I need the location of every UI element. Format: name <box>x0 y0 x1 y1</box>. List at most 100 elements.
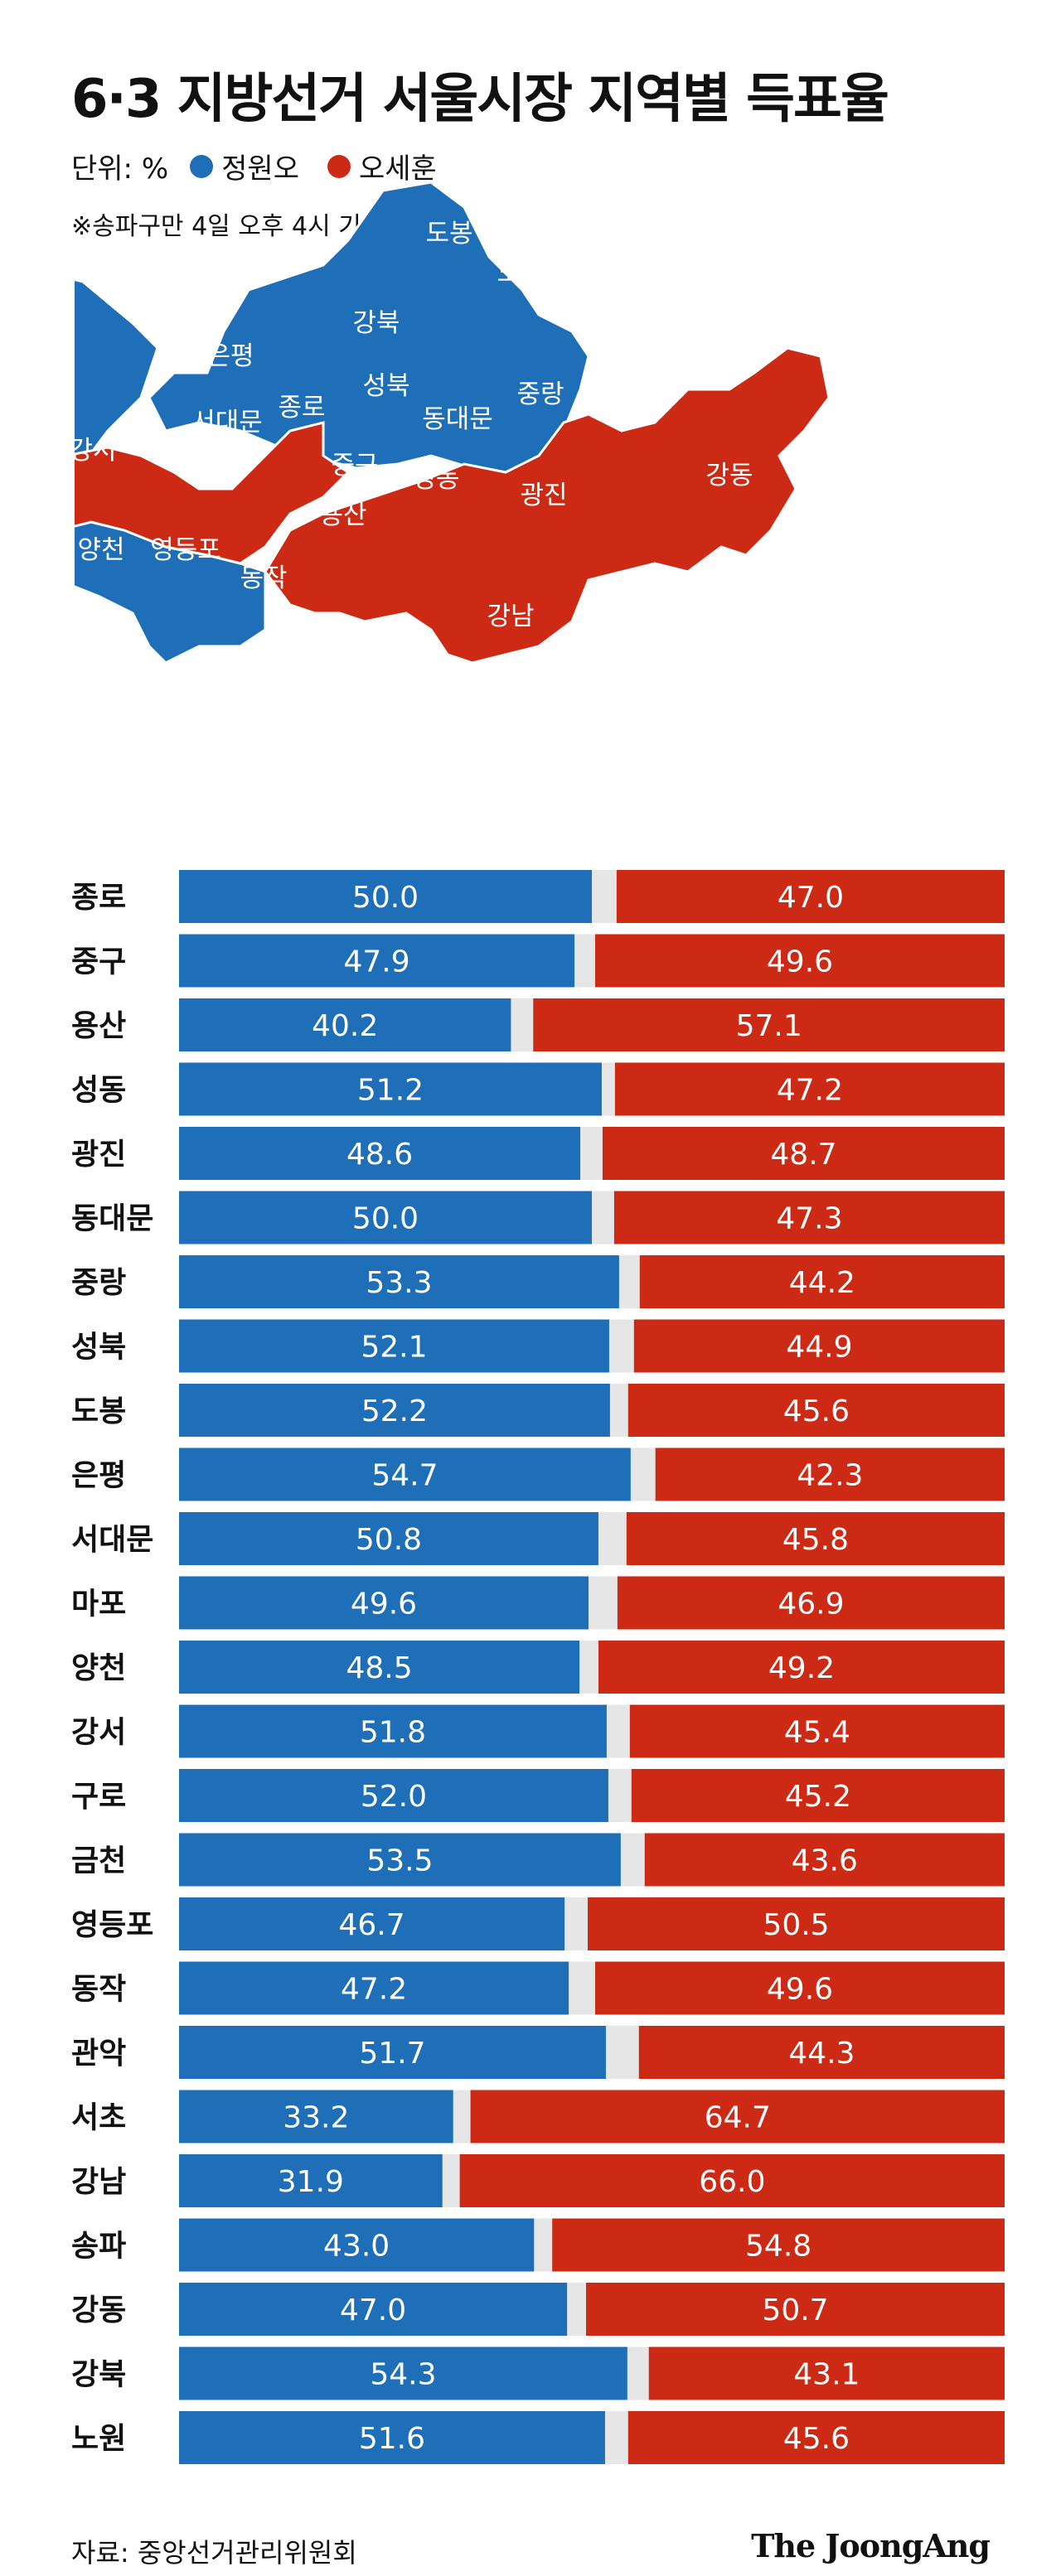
data-label-jung: 46.7 <box>338 1908 405 1942</box>
bar-oh <box>588 1897 1005 1950</box>
bar-oh <box>648 2346 1005 2400</box>
data-label-jung: 54.3 <box>370 2358 436 2392</box>
bar-jung <box>179 1769 608 1822</box>
map-label: 강서 <box>75 436 117 466</box>
map-region-southeast <box>264 346 831 665</box>
map-label: 서초 <box>361 628 408 658</box>
bar-oh <box>614 1062 1005 1116</box>
data-label-oh: 48.7 <box>770 1138 836 1172</box>
bar-oh <box>602 1127 1005 1180</box>
data-label-oh: 66.0 <box>699 2165 765 2199</box>
data-label-jung: 49.6 <box>351 1588 417 1621</box>
bar-jung <box>179 2026 606 2079</box>
category-label: 강남 <box>71 2165 126 2199</box>
bar-oh <box>586 2283 1005 2336</box>
map-label: 종로 <box>278 393 325 423</box>
bar-jung <box>179 2411 605 2464</box>
data-label-jung: 47.9 <box>343 945 409 979</box>
category-label: 도봉 <box>71 1394 126 1428</box>
category-label: 서대문 <box>71 1523 153 1557</box>
data-label-jung: 43.0 <box>323 2230 390 2264</box>
data-label-oh: 47.3 <box>776 1202 842 1236</box>
district-bar-chart: 종로 50.0 47.0 중구 47.9 49.6 용산 40.2 57.1 성동 51.2 47.2… <box>0 853 1061 2484</box>
data-label-jung: 52.1 <box>361 1331 427 1365</box>
data-label-jung: 52.2 <box>361 1394 428 1428</box>
data-label-oh: 45.2 <box>785 1780 851 1814</box>
unit-label: 단위: % <box>71 152 169 186</box>
map-label: 금천 <box>132 666 179 696</box>
map-label: 광진 <box>520 481 567 510</box>
bar-jung <box>179 1255 619 1308</box>
bar-jung <box>179 1833 621 1887</box>
bar-oh <box>655 1447 1005 1501</box>
data-label-jung: 51.2 <box>357 1074 424 1108</box>
data-label-jung: 53.3 <box>366 1266 432 1300</box>
data-label-oh: 50.5 <box>763 1908 829 1942</box>
data-label-oh: 45.8 <box>782 1523 849 1557</box>
bar-oh <box>594 1961 1005 2015</box>
category-label: 동대문 <box>71 1202 153 1236</box>
data-label-jung: 50.8 <box>356 1523 422 1557</box>
map-label: 은평 <box>206 341 254 371</box>
bar-oh <box>594 934 1005 988</box>
category-label: 양천 <box>71 1651 126 1685</box>
bar-jung <box>179 1704 607 1758</box>
map-label: 송파 <box>601 577 648 607</box>
category-label: 성북 <box>71 1331 126 1365</box>
map-region-gangseo <box>75 278 159 466</box>
data-label-jung: 50.0 <box>352 1202 419 1236</box>
bar-oh <box>459 2154 1005 2207</box>
bar-jung <box>179 1961 569 2015</box>
category-label: 영등포 <box>71 1908 153 1942</box>
category-label: 성동 <box>71 1074 126 1108</box>
bar-oh <box>470 2090 1005 2143</box>
data-label-oh: 45.4 <box>784 1716 850 1750</box>
data-label-oh: 49.6 <box>767 1973 833 2007</box>
category-label: 서초 <box>71 2101 126 2135</box>
bar-jung <box>179 1641 580 1694</box>
bar-jung <box>179 1127 581 1180</box>
bar-oh <box>598 1641 1005 1694</box>
data-label-oh: 44.9 <box>786 1331 852 1365</box>
bar-oh <box>638 2026 1005 2079</box>
data-label-oh: 54.8 <box>745 2230 811 2264</box>
data-label-oh: 44.2 <box>789 1266 855 1300</box>
bar-oh <box>617 1576 1005 1630</box>
map-label: 용산 <box>319 500 366 530</box>
map-label: 강동 <box>705 461 753 491</box>
bar-oh <box>633 1319 1005 1373</box>
bar-jung <box>179 870 592 923</box>
bar-chart-svg: 종로 50.0 47.0 중구 47.9 49.6 용산 40.2 57.1 성동 51.2 47.2… <box>71 870 1005 2464</box>
bar-oh <box>629 1704 1005 1758</box>
data-label-jung: 31.9 <box>278 2165 344 2199</box>
category-label: 금천 <box>71 1844 126 1878</box>
bar-jung <box>179 2283 568 2336</box>
bar-oh <box>626 1512 1005 1565</box>
data-label-oh: 49.6 <box>767 945 833 979</box>
map-label: 강북 <box>352 308 400 338</box>
category-label: 은평 <box>71 1459 126 1493</box>
bar-jung <box>179 1897 565 1950</box>
category-label: 동작 <box>71 1973 126 2007</box>
brand-logo: The JoongAng <box>751 2527 991 2564</box>
legend-dot-oh <box>327 154 351 178</box>
data-label-jung: 47.2 <box>341 1973 407 2007</box>
map-label: 영등포 <box>150 535 221 565</box>
map-label: 관악 <box>231 656 279 686</box>
data-label-jung: 54.7 <box>371 1459 438 1493</box>
data-label-jung: 51.6 <box>359 2422 425 2456</box>
bar-oh <box>627 2411 1005 2464</box>
map-label: 동대문 <box>422 404 493 434</box>
data-label-oh: 43.1 <box>793 2358 860 2392</box>
category-label: 중랑 <box>71 1266 126 1300</box>
data-label-oh: 57.1 <box>736 1009 802 1043</box>
data-label-jung: 52.0 <box>361 1780 427 1814</box>
data-label-oh: 45.6 <box>783 2422 850 2456</box>
data-label-jung: 53.5 <box>366 1844 433 1878</box>
bar-oh <box>533 998 1005 1051</box>
legend-label-jung: 정원오 <box>221 152 299 186</box>
bar-oh <box>644 1833 1005 1887</box>
bar-jung <box>179 1319 609 1373</box>
map-region-red-band <box>75 421 351 565</box>
data-label-oh: 47.2 <box>777 1074 843 1108</box>
